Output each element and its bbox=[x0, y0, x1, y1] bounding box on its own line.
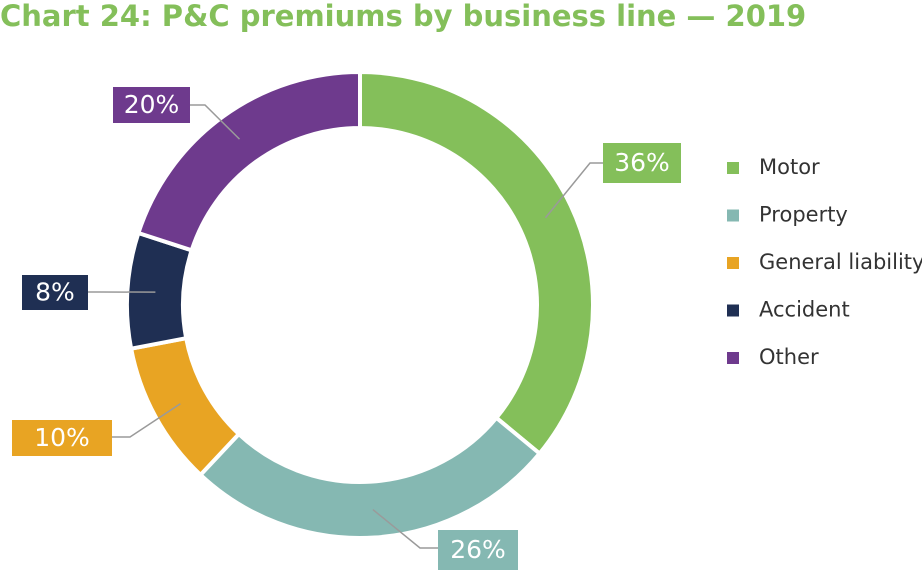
label-box bbox=[438, 530, 518, 570]
legend-swatch bbox=[727, 209, 739, 222]
data-label: 20% bbox=[124, 90, 180, 119]
legend-label: General liability bbox=[759, 250, 922, 274]
legend-label: Other bbox=[759, 345, 819, 369]
legend-swatch bbox=[727, 257, 739, 269]
legend-swatch bbox=[727, 304, 739, 317]
donut-segment bbox=[358, 69, 595, 457]
data-label: 36% bbox=[614, 148, 670, 177]
legend-label: Motor bbox=[759, 155, 820, 179]
donut-segment bbox=[125, 230, 195, 351]
donut-segment bbox=[135, 69, 362, 253]
legend-swatch bbox=[727, 352, 739, 364]
leader-line bbox=[190, 104, 241, 140]
legend-label: Accident bbox=[759, 298, 850, 322]
data-label: 26% bbox=[450, 535, 506, 564]
leader-line bbox=[112, 403, 181, 438]
leader-line bbox=[372, 509, 438, 549]
label-box bbox=[22, 275, 88, 310]
label-box bbox=[603, 143, 681, 183]
data-label: 10% bbox=[34, 423, 90, 452]
leader-line bbox=[544, 162, 603, 219]
legend-label: Property bbox=[759, 203, 848, 227]
donut-segment bbox=[197, 415, 543, 540]
legend-swatch bbox=[727, 162, 739, 174]
chart-title: Chart 24: P&C premiums by business line … bbox=[0, 0, 806, 33]
label-box bbox=[12, 420, 112, 456]
data-label: 8% bbox=[35, 278, 75, 307]
label-box bbox=[113, 87, 190, 123]
